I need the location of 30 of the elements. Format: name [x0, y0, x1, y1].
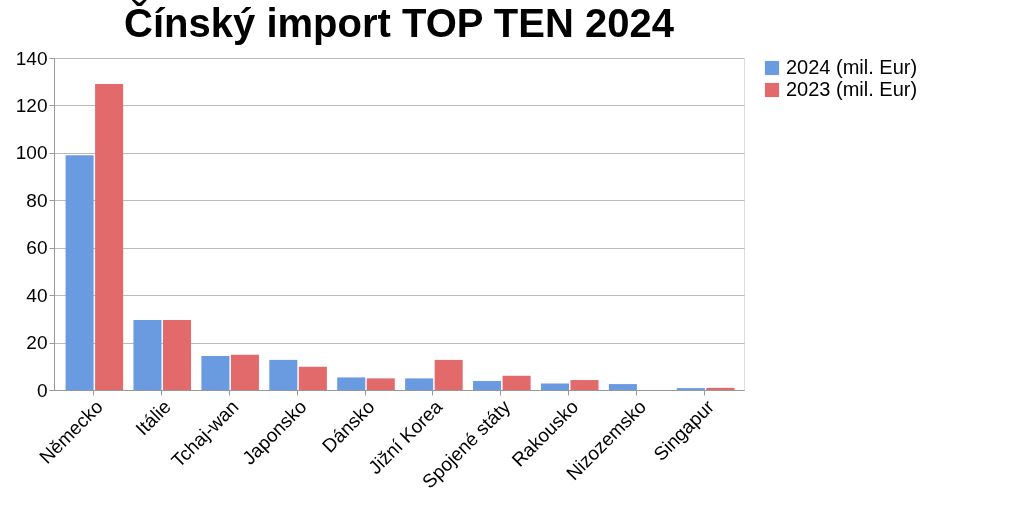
bar	[405, 378, 434, 390]
y-tick-label: 100	[15, 142, 48, 164]
bar	[706, 387, 735, 390]
bar	[269, 359, 298, 390]
bar	[65, 155, 94, 390]
legend-label: 2024 (mil. Eur)	[786, 56, 918, 78]
bar	[95, 84, 124, 390]
y-tick-label: 80	[26, 189, 48, 211]
y-tick-label: 20	[26, 332, 48, 354]
bar	[163, 320, 192, 390]
bar	[298, 366, 327, 390]
y-tick-label: 60	[26, 237, 48, 259]
y-tick-label: 0	[36, 379, 48, 401]
bar	[473, 380, 502, 390]
bar	[434, 359, 463, 390]
bar	[337, 377, 366, 390]
x-tick-label: Itálie	[131, 396, 175, 440]
y-tick-label: 140	[15, 47, 48, 69]
legend-label: 2023 (mil. Eur)	[786, 78, 918, 100]
bar	[540, 383, 569, 390]
bar	[502, 375, 531, 390]
bar	[570, 380, 599, 390]
bar	[366, 378, 395, 390]
bar	[230, 354, 259, 390]
bar	[201, 356, 230, 390]
y-tick-label: 40	[26, 284, 48, 306]
y-tick-label: 120	[15, 94, 48, 116]
chart-title: Čínský import TOP TEN 2024	[124, 0, 675, 45]
bar	[608, 384, 637, 390]
bar	[133, 320, 162, 390]
